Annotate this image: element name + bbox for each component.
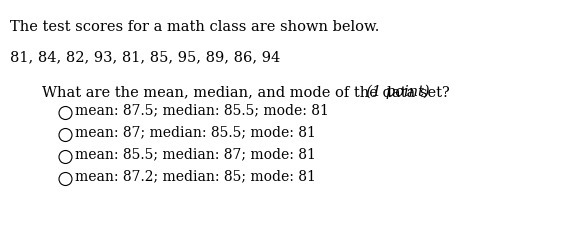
- Text: 81, 84, 82, 93, 81, 85, 95, 89, 86, 94: 81, 84, 82, 93, 81, 85, 95, 89, 86, 94: [10, 50, 281, 64]
- Text: mean: 87.2; median: 85; mode: 81: mean: 87.2; median: 85; mode: 81: [75, 169, 316, 183]
- Text: mean: 87.5; median: 85.5; mode: 81: mean: 87.5; median: 85.5; mode: 81: [75, 103, 329, 117]
- Text: What are the mean, median, and mode of the data set?: What are the mean, median, and mode of t…: [42, 85, 450, 99]
- Text: The test scores for a math class are shown below.: The test scores for a math class are sho…: [10, 20, 380, 34]
- Text: (1 point): (1 point): [357, 85, 430, 100]
- Text: mean: 85.5; median: 87; mode: 81: mean: 85.5; median: 87; mode: 81: [75, 147, 316, 161]
- Text: mean: 87; median: 85.5; mode: 81: mean: 87; median: 85.5; mode: 81: [75, 125, 316, 139]
